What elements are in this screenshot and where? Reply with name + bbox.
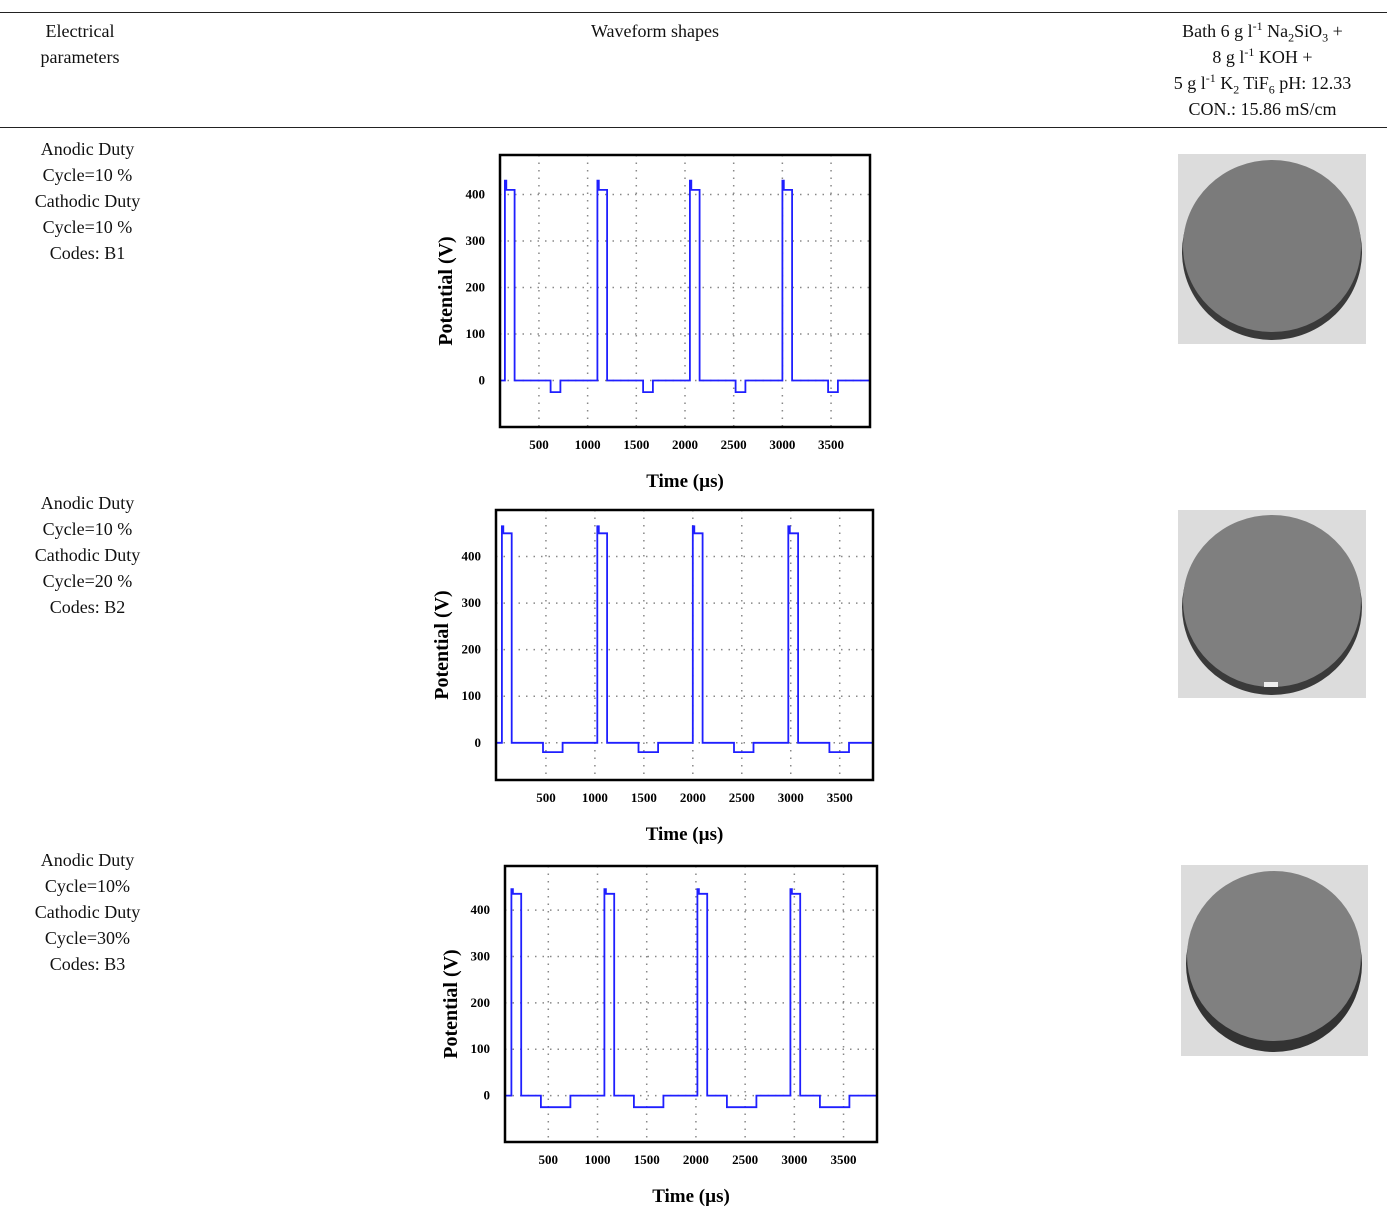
- plot-frame: [496, 510, 873, 780]
- x-tick-label: 2000: [680, 790, 706, 805]
- header-bath: Bath 6 g l-1 Na2SiO3 + 8 g l-1 KOH + 5 g…: [1140, 18, 1385, 122]
- y-axis-label: Potential (V): [435, 236, 457, 345]
- y-tick-label: 200: [462, 642, 482, 657]
- waveform-chart: 500 1000 1500 2000 2500 3000 3500 0 100 200 300 400…: [416, 505, 880, 850]
- waveform-chart: 500 1000 1500 2000 2500 3000 3500 0 100 200 300 400…: [425, 861, 885, 1211]
- y-tick-label: 100: [462, 688, 482, 703]
- text: -1: [1206, 71, 1216, 85]
- top-rule: [0, 12, 1387, 13]
- sample-photo: [1181, 865, 1368, 1056]
- x-tick-label: 1500: [631, 790, 657, 805]
- y-tick-label: 200: [471, 995, 491, 1010]
- waveform-line: [500, 181, 870, 393]
- text: Bath 6 g l: [1182, 21, 1253, 41]
- text: SiO: [1294, 21, 1322, 41]
- text: Codes: B3: [0, 951, 175, 977]
- y-tick-label: 0: [475, 735, 482, 750]
- parameters-cell: Anodic DutyCycle=10%Cathodic DutyCycle=3…: [0, 847, 175, 977]
- y-tick-label: 100: [471, 1041, 491, 1056]
- text: Anodic Duty: [0, 847, 175, 873]
- x-tick-label: 500: [539, 1152, 559, 1167]
- text: TiF: [1239, 73, 1269, 93]
- plot-frame: [505, 866, 877, 1142]
- x-axis-label: Time (µs): [646, 471, 724, 492]
- x-tick-label: 1000: [582, 790, 608, 805]
- sample-photo: [1178, 510, 1366, 698]
- text: Anodic Duty: [0, 490, 175, 516]
- waveform-line: [505, 889, 877, 1107]
- y-tick-label: 400: [462, 549, 482, 564]
- x-tick-label: 1000: [585, 1152, 611, 1167]
- y-tick-label: 0: [484, 1088, 491, 1103]
- text: -1: [1244, 45, 1254, 59]
- y-tick-label: 200: [466, 280, 486, 295]
- text: Cathodic Duty: [0, 188, 175, 214]
- page: Electrical parameters Waveform shapes Ba…: [0, 0, 1387, 1215]
- text: -1: [1253, 19, 1263, 33]
- text: Cycle=10%: [0, 873, 175, 899]
- header-rule: [0, 127, 1387, 128]
- text: Cycle=10 %: [0, 214, 175, 240]
- text: Anodic Duty: [0, 136, 175, 162]
- text: 8 g l: [1212, 47, 1244, 67]
- y-tick-label: 400: [471, 902, 491, 917]
- waveform-line: [496, 526, 873, 752]
- header-parameters: Electrical parameters: [0, 18, 160, 70]
- x-tick-label: 1500: [623, 437, 649, 452]
- x-tick-label: 1000: [575, 437, 601, 452]
- sample-photo: [1178, 154, 1366, 344]
- x-tick-label: 3500: [818, 437, 844, 452]
- x-tick-label: 3000: [778, 790, 804, 805]
- x-tick-label: 500: [536, 790, 556, 805]
- text: pH: 12.33: [1275, 73, 1352, 93]
- text: Cycle=20 %: [0, 568, 175, 594]
- x-tick-label: 2500: [721, 437, 747, 452]
- x-tick-label: 2000: [683, 1152, 709, 1167]
- text: Cycle=10 %: [0, 516, 175, 542]
- header-text: Electrical: [0, 18, 160, 44]
- text: Cathodic Duty: [0, 542, 175, 568]
- y-tick-label: 300: [462, 595, 482, 610]
- bath-line: CON.: 15.86 mS/cm: [1140, 96, 1385, 122]
- y-axis-label: Potential (V): [431, 590, 453, 699]
- x-tick-label: 2500: [732, 1152, 758, 1167]
- y-tick-label: 100: [466, 326, 486, 341]
- text: Cycle=10 %: [0, 162, 175, 188]
- bath-line: 8 g l-1 KOH +: [1140, 44, 1385, 70]
- x-tick-label: 3000: [769, 437, 795, 452]
- bath-line: 5 g l-1 K2 TiF6 pH: 12.33: [1140, 70, 1385, 96]
- text: Cathodic Duty: [0, 899, 175, 925]
- text: Cycle=30%: [0, 925, 175, 951]
- waveform-chart: 500 1000 1500 2000 2500 3000 3500 0 100 200 300 400…: [420, 150, 880, 497]
- text: +: [1328, 21, 1343, 41]
- y-tick-label: 300: [466, 233, 486, 248]
- text: Codes: B2: [0, 594, 175, 620]
- header-waveform: Waveform shapes: [455, 18, 855, 44]
- bath-line: Bath 6 g l-1 Na2SiO3 +: [1140, 18, 1385, 44]
- x-tick-label: 3500: [831, 1152, 857, 1167]
- x-axis-label: Time (µs): [646, 824, 724, 845]
- x-axis-label: Time (µs): [652, 1186, 730, 1207]
- x-tick-label: 500: [529, 437, 549, 452]
- text: 5 g l: [1174, 73, 1206, 93]
- header-text: parameters: [0, 44, 160, 70]
- x-tick-label: 2500: [729, 790, 755, 805]
- x-tick-label: 3500: [827, 790, 853, 805]
- y-tick-label: 300: [471, 948, 491, 963]
- text: Codes: B1: [0, 240, 175, 266]
- text: CON.: 15.86 mS/cm: [1188, 99, 1336, 119]
- x-tick-label: 2000: [672, 437, 698, 452]
- text: KOH +: [1254, 47, 1312, 67]
- x-tick-label: 1500: [634, 1152, 660, 1167]
- y-tick-label: 400: [466, 187, 486, 202]
- y-tick-label: 0: [479, 373, 486, 388]
- x-tick-label: 3000: [781, 1152, 807, 1167]
- text: K: [1216, 73, 1234, 93]
- text: Na: [1263, 21, 1289, 41]
- y-axis-label: Potential (V): [440, 949, 462, 1058]
